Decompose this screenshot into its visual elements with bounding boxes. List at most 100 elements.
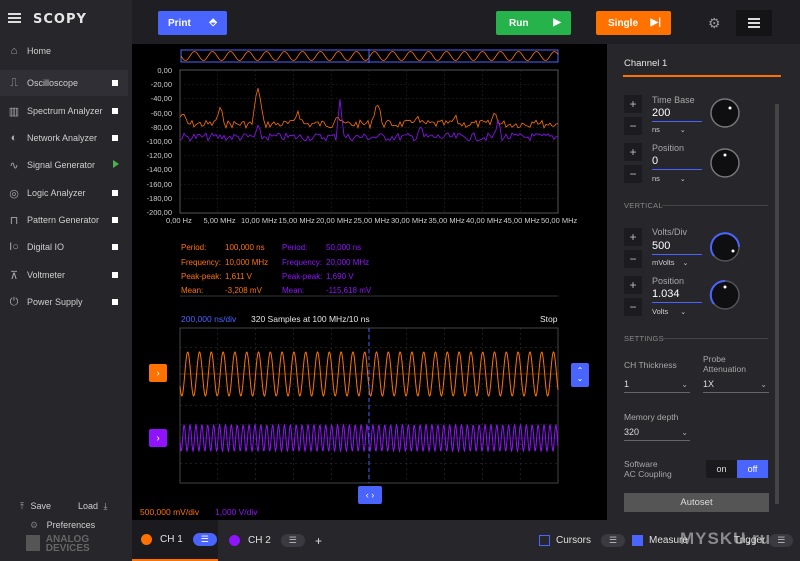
ch2-settings-icon[interactable]: ☰ <box>280 534 305 547</box>
measure-toggle[interactable]: Measure <box>632 520 688 561</box>
volts-position-knob[interactable] <box>709 279 740 310</box>
fft-x-tick: 10,00 MHz <box>241 216 278 225</box>
sidebar-item-label: Pattern Generator <box>27 215 100 225</box>
volts-increment-button[interactable]: + <box>624 228 642 246</box>
digital-io-icon: I○ <box>9 241 19 253</box>
timebase-decrement-button[interactable]: − <box>624 117 642 135</box>
fft-x-tick: 20,00 MHz <box>316 216 353 225</box>
sidebar-item-spectrum-analyzer[interactable]: ▥ Spectrum Analyzer <box>0 98 128 124</box>
sidebar: SCOPY ⌂ Home ⎍ Oscilloscope ▥ Spectrum A… <box>0 0 132 561</box>
sidebar-item-home[interactable]: ⌂ Home <box>0 38 128 64</box>
status-indicator <box>112 108 118 114</box>
fft-x-tick: 45,00 MHz <box>503 216 540 225</box>
timebase-increment-button[interactable]: + <box>624 95 642 113</box>
preferences-button[interactable]: ⚙ Preferences <box>30 520 96 530</box>
volts-per-div-knob[interactable] <box>710 232 740 262</box>
sidebar-item-label: Network Analyzer <box>27 133 98 143</box>
ch2-mean-label: Mean: <box>282 286 305 295</box>
sidebar-item-power-supply[interactable]: ⏻ Power Supply <box>0 289 128 315</box>
sidebar-item-logic-analyzer[interactable]: ◎ Logic Analyzer <box>0 180 128 206</box>
gear-icon: ⚙ <box>30 520 39 530</box>
ch2-offset-handle[interactable]: › <box>149 429 167 447</box>
save-button[interactable]: ⤒ Save <box>20 501 52 511</box>
load-button[interactable]: Load ⤓ <box>78 501 108 511</box>
volts-per-div-input[interactable]: 500 <box>652 240 702 255</box>
sidebar-item-voltmeter[interactable]: ⊼ Voltmeter <box>0 262 128 288</box>
sidebar-item-label: Logic Analyzer <box>27 188 86 198</box>
trigger-level-handle[interactable]: ⌃ ⌄ <box>571 363 589 387</box>
cursors-checkbox[interactable] <box>539 535 550 546</box>
time-domain-plot <box>179 327 559 484</box>
volts-unit-select[interactable]: mVolts ⌄ <box>652 258 689 267</box>
channel-menu-button[interactable] <box>736 10 772 36</box>
trigger-position-handle[interactable]: ‹ › <box>358 486 382 504</box>
time-position-input[interactable]: 0 <box>652 155 702 170</box>
print-button[interactable]: Print ⬘ <box>158 11 227 35</box>
volts-per-div-label: Volts/Div <box>652 227 688 237</box>
memory-depth-label: Memory depth <box>624 412 679 422</box>
sidebar-item-network-analyzer[interactable]: ◐ Network Analyzer <box>0 125 128 151</box>
timeline-overview[interactable] <box>180 49 559 63</box>
panel-title: Channel 1 <box>624 58 668 69</box>
ch-thickness-select[interactable]: 1 ⌄ <box>624 379 690 393</box>
time-position-label: Position <box>652 143 685 153</box>
add-channel-button[interactable]: + <box>315 533 323 548</box>
fft-y-tick: -140,00 <box>146 165 172 175</box>
tab-ch1[interactable]: CH 1 ☰ <box>132 520 218 561</box>
volts-decrement-button[interactable]: − <box>624 250 642 268</box>
sidebar-item-label: Digital IO <box>27 242 65 252</box>
settings-gear-icon[interactable]: ⚙ <box>708 15 721 31</box>
volts-position-unit-select[interactable]: Volts ⌄ <box>652 307 687 316</box>
pattern-icon: ⊓ <box>9 214 19 227</box>
hamburger-menu-icon[interactable] <box>8 13 21 24</box>
sidebar-item-oscilloscope[interactable]: ⎍ Oscilloscope <box>0 70 128 96</box>
measure-checkbox[interactable] <box>632 535 643 546</box>
sidebar-item-label: Spectrum Analyzer <box>27 106 103 116</box>
panel-title-underline <box>623 75 781 77</box>
time-position-knob[interactable] <box>710 148 740 178</box>
ch2-period-value: 50,000 ns <box>326 243 362 252</box>
play-icon: ▶ <box>553 17 561 28</box>
volts-position-increment-button[interactable]: + <box>624 276 642 294</box>
run-button[interactable]: Run ▶ <box>496 11 571 35</box>
memory-depth-select[interactable]: 320 ⌄ <box>624 427 690 441</box>
ch1-settings-icon[interactable]: ☰ <box>192 533 217 546</box>
ch1-scale-readout: 500,000 mV/div <box>140 507 200 517</box>
ch2-color-dot <box>229 535 240 546</box>
tab-ch2[interactable]: CH 2 ☰ <box>227 520 305 561</box>
fft-y-tick: -160,00 <box>146 179 172 189</box>
sidebar-item-pattern-generator[interactable]: ⊓ Pattern Generator <box>0 207 128 233</box>
trigger-toggle[interactable]: Trigger ☰ <box>734 520 794 561</box>
divider <box>662 205 768 206</box>
volts-position-input[interactable]: 1.034 <box>652 288 702 303</box>
timebase-knob[interactable] <box>710 98 740 128</box>
ch2-peak-peak-label: Peak-peak: <box>282 272 323 281</box>
cursors-toggle[interactable]: Cursors ☰ <box>539 520 626 561</box>
fft-y-tick: -180,00 <box>146 193 172 203</box>
probe-attenuation-select[interactable]: 1X ⌄ <box>703 379 769 393</box>
status-indicator <box>112 272 118 278</box>
timebase-unit-select[interactable]: ns ⌄ <box>652 125 686 134</box>
ac-coupling-toggle[interactable]: on off <box>706 460 768 478</box>
timebase-input[interactable]: 200 <box>652 107 702 122</box>
sidebar-item-digital-io[interactable]: I○ Digital IO <box>0 234 128 260</box>
volts-position-decrement-button[interactable]: − <box>624 298 642 316</box>
trigger-settings-icon[interactable]: ☰ <box>769 534 794 547</box>
sidebar-item-signal-generator[interactable]: ∿ Signal Generator <box>0 152 128 178</box>
toggle-off-option[interactable]: off <box>737 460 768 478</box>
panel-scrollbar[interactable] <box>775 104 779 504</box>
status-indicator <box>112 299 118 305</box>
fft-x-tick: 15,00 MHz <box>278 216 315 225</box>
waveform-ch1 <box>179 351 559 397</box>
sidebar-item-label: Power Supply <box>27 297 83 307</box>
toggle-on-option[interactable]: on <box>716 464 727 474</box>
time-position-increment-button[interactable]: + <box>624 143 642 161</box>
voltmeter-icon: ⊼ <box>9 269 19 282</box>
autoset-button[interactable]: Autoset <box>624 493 769 512</box>
time-position-unit-select[interactable]: ns ⌄ <box>652 174 686 183</box>
time-position-decrement-button[interactable]: − <box>624 165 642 183</box>
single-button[interactable]: Single ▶| <box>596 11 671 35</box>
chevron-down-icon: ⌄ <box>760 380 767 389</box>
ch1-offset-handle[interactable]: › <box>149 364 167 382</box>
cursors-settings-icon[interactable]: ☰ <box>601 534 626 547</box>
